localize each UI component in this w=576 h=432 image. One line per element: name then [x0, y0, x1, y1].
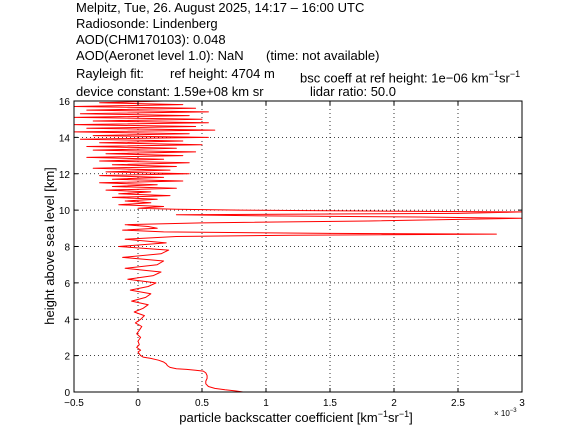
x-tick-label: 0: [135, 398, 141, 409]
x-tick-label: 1.5: [323, 398, 337, 409]
y-tick-label: 6: [64, 279, 70, 290]
header-line-6-device: device constant: 1.59e+08 km sr: [76, 84, 264, 99]
x-tick-label: 1: [263, 398, 269, 409]
y-tick-label: 0: [64, 388, 70, 399]
header-line-6-lidar: lidar ratio: 50.0: [310, 84, 396, 99]
y-tick-label: 12: [59, 170, 71, 181]
x-tick-label: −0.5: [64, 398, 84, 409]
header-bsc-exp1: −1: [488, 69, 500, 79]
y-tick-label: 14: [59, 133, 71, 144]
header-bsc-exp2: −1: [509, 69, 521, 79]
grid-lines: [74, 101, 522, 392]
x-axis-label: particle backscatter coefficient [km−1sr…: [179, 409, 412, 425]
header-line-4-aod: AOD(Aeronet level 1.0): NaN: [76, 48, 244, 63]
header-bsc-text: bsc coeff at ref height: 1e−06 km: [300, 70, 489, 86]
x-tick-label: 0.5: [195, 398, 209, 409]
header-line-4-time: (time: not available): [266, 48, 380, 63]
header-line-1: Melpitz, Tue, 26. August 2025, 14:17 – 1…: [76, 0, 365, 15]
header-line-2: Radiosonde: Lindenberg: [76, 16, 218, 31]
header-line-5-refheight: ref height: 4704 m: [170, 66, 275, 81]
x-axis-multiplier: × 10−3: [494, 408, 517, 418]
y-tick-label: 4: [64, 315, 70, 326]
header-line-5-bsc: bsc coeff at ref height: 1e−06 km−1sr−1: [300, 66, 520, 86]
y-tick-label: 2: [64, 352, 70, 363]
series-layer: [73, 100, 523, 393]
y-tick-label: 8: [64, 243, 70, 254]
header-line-3: AOD(CHM170103): 0.048: [76, 32, 226, 47]
header-bsc-unit2: sr: [499, 70, 510, 86]
y-tick-label: 16: [59, 97, 71, 108]
y-axis-label: height above sea level [km]: [42, 167, 57, 325]
tick-marks: [73, 100, 523, 393]
y-tick-label: 10: [59, 206, 71, 217]
backscatter-profile-line: [73, 100, 523, 393]
x-tick-label: 2.5: [451, 398, 465, 409]
x-tick-label: 3: [519, 398, 525, 409]
x-tick-label: 2: [391, 398, 397, 409]
header-line-5-rayleigh: Rayleigh fit:: [76, 66, 144, 81]
